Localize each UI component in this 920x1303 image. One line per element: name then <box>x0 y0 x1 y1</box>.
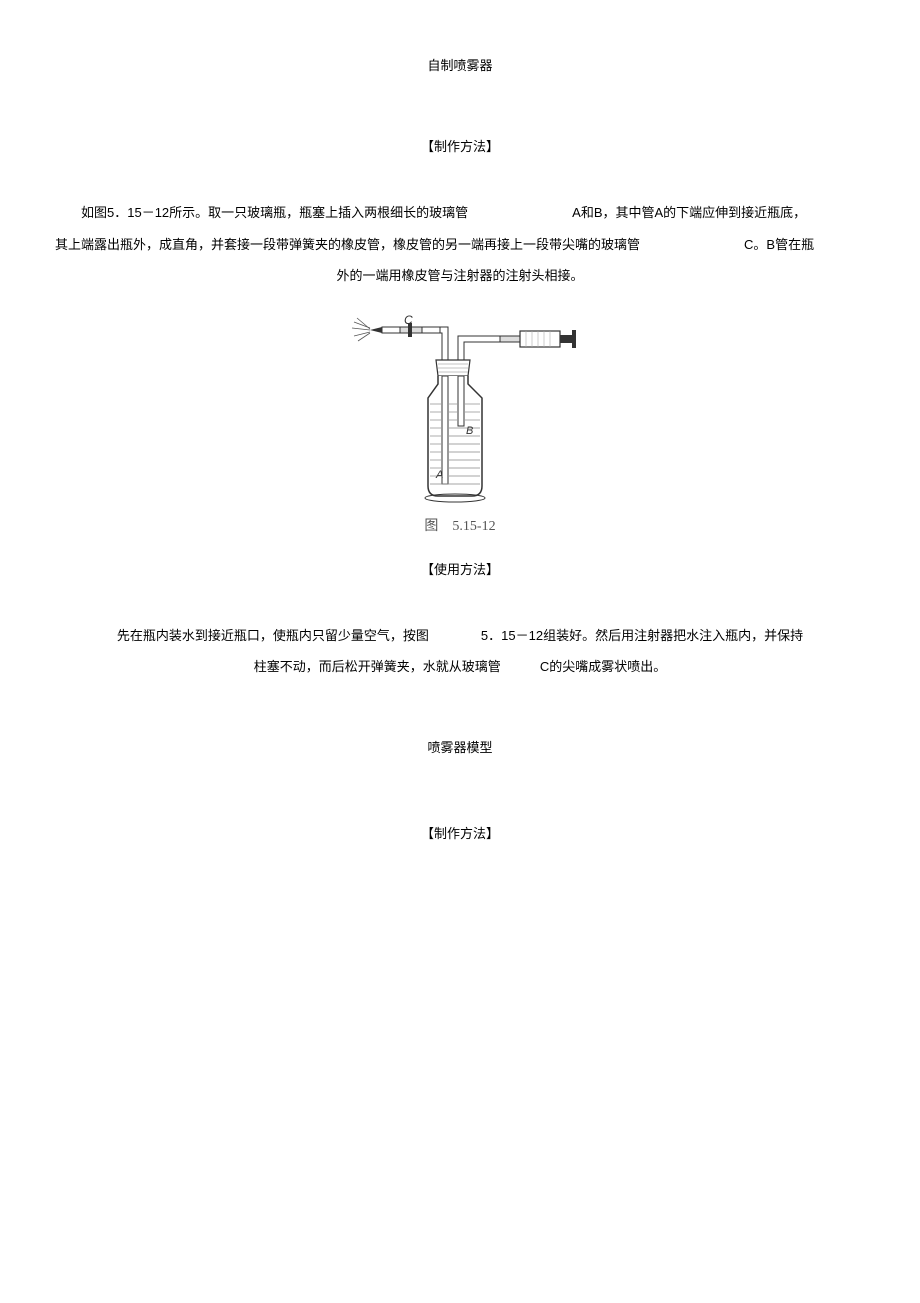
p1-part3: 其上端露出瓶外，成直角，并套接一段带弹簧夹的橡皮管，橡皮管的另一端再接上一段带尖… <box>55 237 640 252</box>
p2-part1: 先在瓶内装水到接近瓶口，使瓶内只留少量空气，按图 <box>117 628 429 643</box>
p1-part1: 如图5．15－12所示。取一只玻璃瓶，瓶塞上插入两根细长的玻璃管 <box>81 205 468 220</box>
p2-part3: 柱塞不动，而后松开弹簧夹，水就从玻璃管 <box>254 659 501 674</box>
doc-title-2: 喷雾器模型 <box>55 732 865 763</box>
p1-part5: 外的一端用橡皮管与注射器的注射头相接。 <box>336 268 583 283</box>
section-header-usage: 【使用方法】 <box>55 554 865 585</box>
section-header-method-1: 【制作方法】 <box>55 131 865 162</box>
p2-part4: C的尖嘴成雾状喷出。 <box>540 659 666 674</box>
figure-container: C <box>55 306 865 544</box>
svg-text:A: A <box>435 469 443 481</box>
paragraph-2: 先在瓶内装水到接近瓶口，使瓶内只留少量空气，按图 5．15－12组装好。然后用注射… <box>55 620 865 682</box>
sprayer-diagram: C <box>340 306 580 506</box>
p1-part2: A和B，其中管A的下端应伸到接近瓶底， <box>572 205 806 220</box>
figure-caption: 图 5.15-12 <box>340 510 580 544</box>
p1-part4: C。B管在瓶 <box>744 237 814 252</box>
svg-text:B: B <box>466 425 473 437</box>
section-header-method-2: 【制作方法】 <box>55 818 865 849</box>
p2-part2: 5．15－12组装好。然后用注射器把水注入瓶内，并保持 <box>481 628 803 643</box>
doc-title-1: 自制喷雾器 <box>55 50 865 81</box>
paragraph-1: 如图5．15－12所示。取一只玻璃瓶，瓶塞上插入两根细长的玻璃管 A和B，其中管A… <box>55 197 865 291</box>
